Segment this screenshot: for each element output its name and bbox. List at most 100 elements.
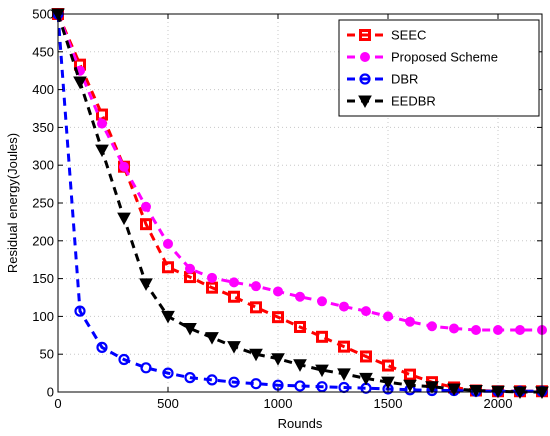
data-point-proposed-scheme (163, 238, 173, 249)
data-point-seec (140, 218, 152, 231)
y-tick-label: 500 (32, 7, 54, 22)
data-point-dbr (140, 362, 152, 374)
y-tick-label: 350 (32, 120, 54, 135)
data-point-dbr (118, 353, 130, 366)
data-point-eedbr (205, 332, 219, 345)
y-tick-label: 450 (32, 44, 54, 59)
data-point-proposed-scheme (273, 286, 283, 297)
data-point-dbr (228, 376, 240, 388)
data-point-proposed-scheme (515, 325, 525, 336)
data-point-eedbr (117, 212, 131, 226)
data-point-eedbr (403, 379, 417, 393)
y-tick-label: 250 (32, 196, 54, 211)
legend-label-dbr: DBR (391, 72, 418, 87)
data-point-dbr (184, 372, 196, 384)
y-tick-label: 400 (32, 82, 54, 97)
data-point-proposed-scheme (361, 306, 371, 317)
data-point-proposed-scheme (119, 161, 129, 172)
data-point-proposed-scheme (229, 277, 239, 288)
y-tick-label: 100 (32, 309, 54, 324)
data-point-dbr (74, 305, 86, 317)
legend-label-eedbr: EEDBR (391, 94, 436, 109)
data-point-eedbr (447, 383, 461, 397)
data-point-dbr (162, 367, 174, 379)
data-point-seec (360, 350, 372, 363)
data-point-dbr (294, 380, 306, 392)
data-point-proposed-scheme (317, 296, 327, 307)
x-tick-label: 2000 (484, 396, 513, 411)
data-point-eedbr (95, 144, 109, 158)
series-layer (51, 8, 549, 400)
data-point-proposed-scheme (405, 316, 415, 327)
legend-marker-proposed-scheme (360, 52, 370, 62)
legend-marker-eedbr (358, 95, 372, 109)
legend-item-seec: SEEC (347, 28, 426, 43)
data-point-seec (272, 311, 284, 324)
data-point-eedbr (249, 348, 263, 362)
legend-label-seec: SEEC (391, 28, 426, 43)
data-point-proposed-scheme (449, 323, 459, 334)
y-tick-label: 50 (40, 347, 54, 362)
x-tick-label: 500 (157, 396, 179, 411)
data-point-seec (316, 330, 328, 343)
legend-marker-seec (359, 29, 371, 41)
data-point-proposed-scheme (97, 118, 107, 129)
data-point-eedbr (139, 278, 153, 291)
data-point-proposed-scheme (185, 263, 195, 274)
data-point-seec (382, 359, 394, 372)
data-point-proposed-scheme (295, 291, 305, 302)
data-point-dbr (316, 381, 328, 393)
data-point-proposed-scheme (207, 272, 217, 283)
data-point-seec (250, 301, 262, 314)
data-point-seec (294, 320, 306, 333)
data-point-eedbr (425, 381, 439, 394)
data-point-proposed-scheme (427, 321, 437, 332)
legend-item-dbr: DBR (347, 72, 418, 87)
y-tick-label: 200 (32, 233, 54, 248)
data-point-dbr (96, 341, 108, 353)
data-point-proposed-scheme (251, 281, 261, 292)
data-point-dbr (250, 378, 262, 390)
data-point-proposed-scheme (471, 325, 481, 336)
y-tick-label: 300 (32, 158, 54, 173)
data-point-eedbr (337, 368, 351, 381)
series-line-proposed-scheme (56, 13, 542, 332)
data-point-seec (162, 261, 174, 274)
data-point-seec (338, 340, 350, 353)
data-point-eedbr (315, 364, 329, 378)
y-tick-label: 150 (32, 271, 54, 286)
x-tick-label: 0 (54, 396, 61, 411)
series-line-dbr (56, 13, 542, 393)
data-point-eedbr (293, 359, 307, 372)
axes (57, 13, 543, 393)
legend-item-proposed-scheme: Proposed Scheme (347, 50, 498, 65)
x-tick-label: 1000 (264, 396, 293, 411)
series-line-seec (56, 13, 542, 393)
legend: SEEC Proposed Scheme DBR EEDBR (338, 19, 540, 117)
y-axis-label: Residual energy(Joules) (5, 133, 20, 273)
data-point-eedbr (227, 341, 241, 354)
data-point-dbr (206, 374, 218, 386)
x-axis-label: Rounds (278, 416, 323, 431)
legend-item-eedbr: EEDBR (347, 94, 436, 109)
legend-label-proposed-scheme: Proposed Scheme (391, 50, 498, 65)
data-point-eedbr (161, 310, 175, 324)
data-point-proposed-scheme (339, 301, 349, 312)
data-point-proposed-scheme (493, 325, 503, 336)
tick-labels: 0 500 1000 1500 2000 0 50 100 150 200 250 300 350 400… (32, 7, 512, 412)
data-point-eedbr (359, 372, 373, 386)
legend-box (338, 19, 540, 117)
data-point-seec (404, 368, 416, 381)
y-tick-label: 0 (47, 385, 54, 400)
data-point-eedbr (73, 76, 87, 90)
data-point-seec (228, 290, 240, 303)
data-point-proposed-scheme (383, 311, 393, 322)
data-point-eedbr (183, 322, 197, 336)
x-tick-label: 1500 (374, 396, 403, 411)
data-point-eedbr (271, 353, 285, 366)
data-point-eedbr (469, 384, 483, 398)
data-point-seec (206, 281, 218, 294)
data-point-proposed-scheme (141, 201, 151, 212)
data-point-eedbr (381, 376, 395, 390)
